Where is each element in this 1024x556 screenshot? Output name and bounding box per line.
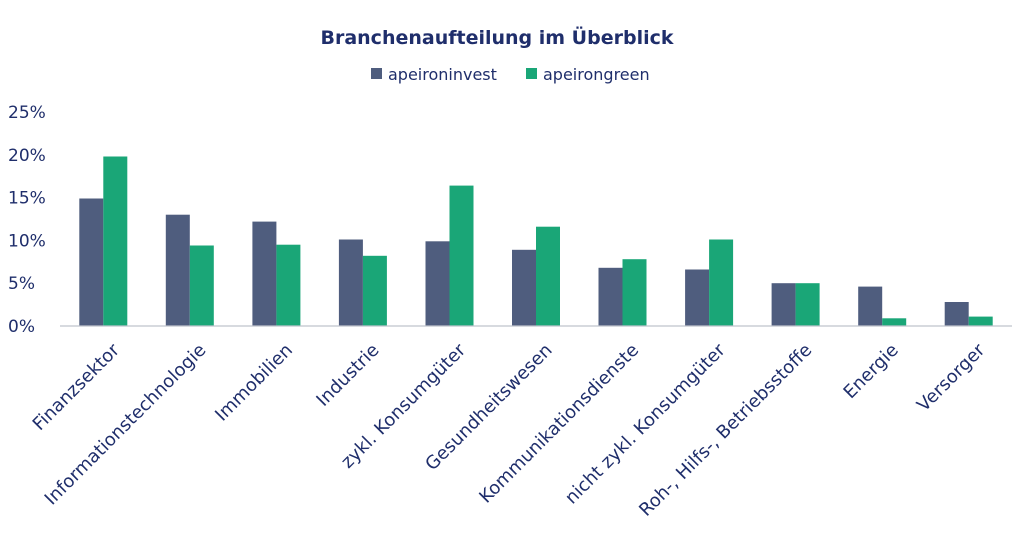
- bar-apeirongreen-versorger: [968, 316, 993, 326]
- x-tick-label-nicht-zykl-konsumguter: nicht zykl. Konsumgüter: [561, 339, 730, 508]
- bar-apeironinvest-kommunikationsdienste: [598, 267, 623, 326]
- bar-apeirongreen-zykl-konsumguter: [449, 185, 474, 326]
- bars: [79, 156, 993, 326]
- x-tick-label-finanzsektor: Finanzsektor: [29, 339, 125, 435]
- bar-apeironinvest-industrie: [338, 239, 363, 326]
- x-tick-label-versorger: Versorger: [913, 339, 990, 416]
- x-tick-label-kommunikationsdienste: Kommunikationsdienste: [475, 340, 643, 508]
- y-tick-label: 25%: [8, 103, 46, 123]
- bar-apeironinvest-versorger: [944, 302, 969, 326]
- legend-label-apeironinvest: apeironinvest: [388, 65, 497, 84]
- legend-swatch-apeirongreen: [526, 68, 537, 79]
- bar-apeirongreen-finanzsektor: [103, 156, 128, 326]
- bar-apeirongreen-nicht-zykl-konsumguter: [709, 239, 734, 326]
- legend-label-apeirongreen: apeirongreen: [543, 65, 650, 84]
- bar-apeironinvest-gesundheitswesen: [512, 249, 536, 326]
- x-tick-label-industrie: Industrie: [312, 340, 383, 411]
- y-tick-label: 10%: [8, 231, 46, 251]
- bar-apeironinvest-energie: [858, 286, 883, 326]
- bar-apeironinvest-roh-hilfs-betriebsstoffe: [771, 283, 796, 326]
- bar-apeirongreen-immobilien: [276, 244, 301, 326]
- bar-apeirongreen-informationstechnologie: [189, 245, 214, 326]
- y-tick-label: 20%: [8, 146, 46, 166]
- y-axis: 0% 5% 10% 15% 20% 25%: [8, 103, 46, 337]
- bar-apeirongreen-roh-hilfs-betriebsstoffe: [795, 283, 820, 326]
- x-tick-label-informationstechnologie: Informationstechnologie: [41, 340, 211, 510]
- legend-swatch-apeironinvest: [371, 68, 382, 79]
- y-tick-label: 0%: [8, 317, 35, 337]
- bar-apeironinvest-finanzsektor: [79, 198, 104, 326]
- bar-apeironinvest-immobilien: [252, 221, 277, 326]
- bar-apeirongreen-energie: [882, 318, 907, 326]
- bar-apeironinvest-zykl-konsumguter: [425, 241, 450, 326]
- x-tick-label-roh-hilfs-betriebsstoffe: Roh-, Hilfs-, Betriebsstoffe: [635, 340, 816, 521]
- bar-apeirongreen-kommunikationsdienste: [622, 259, 647, 326]
- bar-apeironinvest-nicht-zykl-konsumguter: [685, 269, 710, 326]
- bar-apeirongreen-gesundheitswesen: [536, 226, 560, 326]
- x-tick-label-immobilien: Immobilien: [211, 340, 297, 426]
- legend: apeironinvest apeirongreen: [371, 65, 650, 84]
- bar-apeironinvest-informationstechnologie: [165, 214, 190, 326]
- y-tick-label: 5%: [8, 274, 35, 294]
- chart-title: Branchenaufteilung im Überblick: [320, 25, 673, 49]
- x-tick-label-energie: Energie: [840, 340, 903, 403]
- bar-apeirongreen-industrie: [362, 255, 387, 326]
- y-tick-label: 15%: [8, 189, 46, 209]
